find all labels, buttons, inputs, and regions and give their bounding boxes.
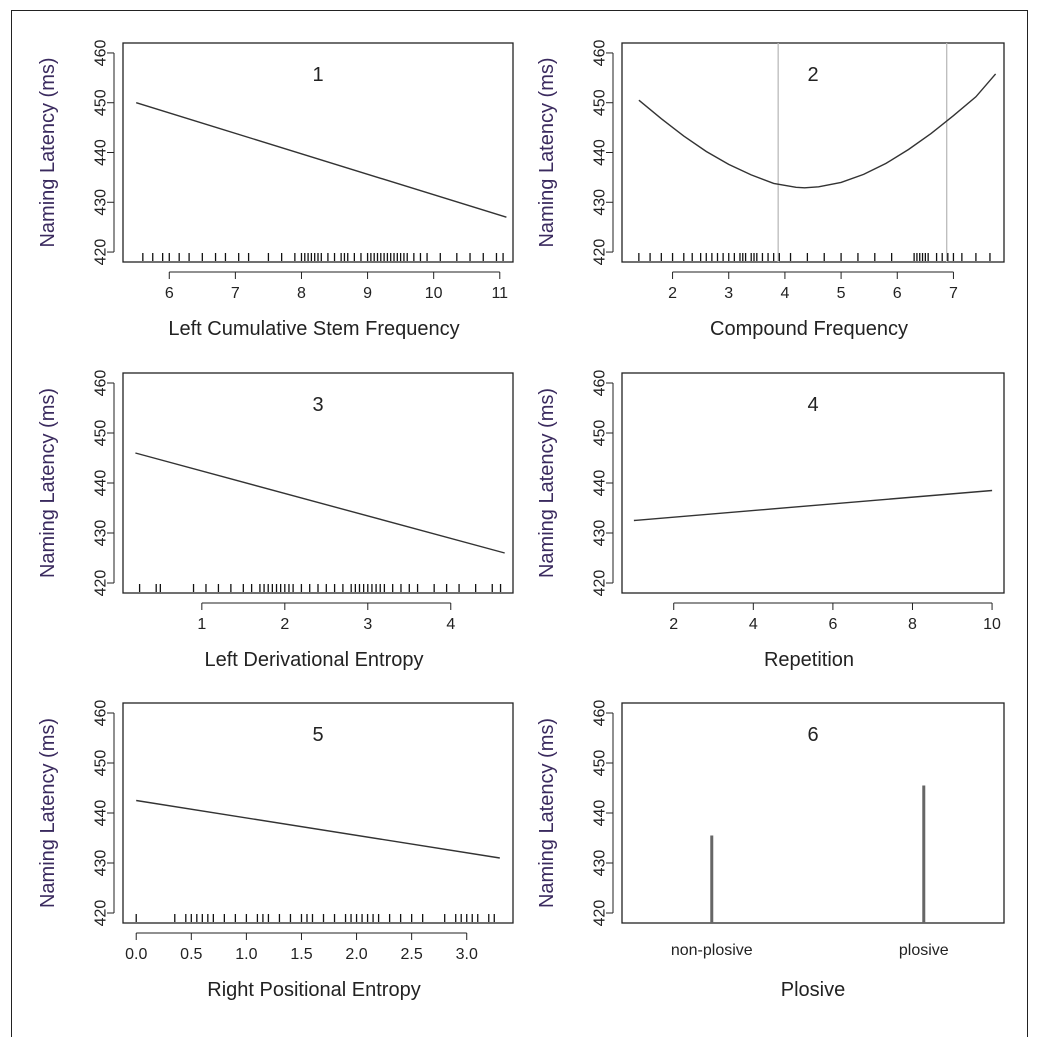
plot-box bbox=[122, 372, 514, 594]
plot-box bbox=[621, 372, 1005, 594]
y-tick-label: 420 bbox=[592, 900, 609, 927]
y-tick-label: 430 bbox=[592, 189, 609, 216]
series-line bbox=[136, 799, 500, 859]
y-tick-label: 450 bbox=[592, 89, 609, 116]
y-tick-label: 460 bbox=[93, 40, 110, 67]
x-tick-label: 10 bbox=[983, 616, 1001, 633]
x-category-label: plosive bbox=[899, 942, 949, 959]
x-tick-label: 2.5 bbox=[401, 946, 423, 963]
panel-number: 5 bbox=[312, 724, 323, 746]
plot-box bbox=[122, 42, 514, 263]
series-line bbox=[638, 73, 997, 189]
figure-frame bbox=[11, 10, 1028, 1037]
y-tick-label: 450 bbox=[93, 89, 110, 116]
y-tick-label: 450 bbox=[592, 420, 609, 447]
y-tick-label: 440 bbox=[93, 139, 110, 166]
y-tick-label: 440 bbox=[93, 800, 110, 827]
x-tick-label: 1.5 bbox=[290, 946, 312, 963]
x-tick-label: 1.0 bbox=[235, 946, 257, 963]
x-tick-label: 5 bbox=[837, 285, 846, 302]
x-tick-label: 3.0 bbox=[456, 946, 478, 963]
x-tick-label: 7 bbox=[231, 285, 240, 302]
y-tick-label: 430 bbox=[592, 850, 609, 877]
x-tick-label: 2 bbox=[669, 616, 678, 633]
y-tick-label: 430 bbox=[93, 189, 110, 216]
panel-number: 6 bbox=[807, 724, 818, 746]
y-axis-label: Naming Latency (ms) bbox=[37, 57, 59, 247]
x-tick-label: 6 bbox=[893, 285, 902, 302]
y-tick-label: 440 bbox=[592, 800, 609, 827]
plot-box bbox=[122, 702, 514, 924]
y-tick-label: 430 bbox=[592, 520, 609, 547]
y-tick-label: 460 bbox=[93, 370, 110, 397]
x-tick-label: 4 bbox=[780, 285, 789, 302]
y-tick-label: 430 bbox=[93, 520, 110, 547]
y-tick-label: 420 bbox=[93, 239, 110, 266]
series-line bbox=[633, 489, 993, 522]
plot-box bbox=[621, 702, 1005, 924]
x-tick-label: 3 bbox=[363, 616, 372, 633]
x-category-label: non-plosive bbox=[671, 942, 753, 959]
series-line bbox=[135, 102, 507, 218]
x-tick-label: 4 bbox=[749, 616, 758, 633]
panel-1: 420 430 440 450 460 Naming Latency (ms) 6 7 8 9 10… bbox=[37, 40, 514, 340]
y-tick-label: 450 bbox=[592, 750, 609, 777]
series-line bbox=[135, 452, 505, 554]
y-tick-label: 440 bbox=[592, 470, 609, 497]
x-tick-label: 0.5 bbox=[180, 946, 202, 963]
y-axis-label: Naming Latency (ms) bbox=[37, 718, 59, 908]
x-tick-label: 7 bbox=[949, 285, 958, 302]
panel-6: 420 430 440 450 460 Naming Latency (ms) non-pl… bbox=[536, 700, 1005, 1001]
plot-box bbox=[621, 42, 1005, 263]
y-tick-label: 420 bbox=[592, 239, 609, 266]
y-tick-label: 450 bbox=[93, 750, 110, 777]
x-axis-label: Left Derivational Entropy bbox=[204, 649, 423, 671]
y-tick-label: 440 bbox=[93, 470, 110, 497]
x-tick-label: 8 bbox=[297, 285, 306, 302]
y-tick-label: 460 bbox=[592, 370, 609, 397]
x-tick-label: 11 bbox=[491, 285, 508, 302]
y-tick-label: 420 bbox=[93, 900, 110, 927]
y-tick-label: 420 bbox=[592, 570, 609, 597]
y-tick-label: 450 bbox=[93, 420, 110, 447]
x-axis-label: Compound Frequency bbox=[710, 318, 908, 340]
x-tick-label: 2 bbox=[280, 616, 289, 633]
y-axis-label: Naming Latency (ms) bbox=[37, 388, 59, 578]
panel-2: 420 430 440 450 460 Naming Latency (ms) 2 3 4 5 6 7… bbox=[536, 40, 1005, 340]
x-tick-label: 10 bbox=[425, 285, 443, 302]
y-tick-label: 460 bbox=[592, 40, 609, 67]
panel-3: 420 430 440 450 460 Naming Latency (ms) 1 2 3 4 Le… bbox=[37, 370, 514, 671]
y-tick-label: 440 bbox=[592, 139, 609, 166]
x-axis-label: Repetition bbox=[764, 649, 854, 671]
x-tick-label: 1 bbox=[197, 616, 206, 633]
panel-number: 3 bbox=[312, 394, 323, 416]
y-tick-label: 420 bbox=[93, 570, 110, 597]
x-axis-label: Right Positional Entropy bbox=[207, 979, 420, 1001]
y-tick-label: 460 bbox=[93, 700, 110, 727]
y-tick-label: 460 bbox=[592, 700, 609, 727]
x-axis-label: Left Cumulative Stem Frequency bbox=[168, 318, 459, 340]
x-axis-label: Plosive bbox=[781, 979, 845, 1001]
x-tick-label: 9 bbox=[363, 285, 372, 302]
panel-4: 420 430 440 450 460 Naming Latency (ms) 2 4 6 8 10… bbox=[536, 370, 1005, 671]
x-tick-label: 8 bbox=[908, 616, 917, 633]
x-tick-label: 6 bbox=[828, 616, 837, 633]
panel-number: 4 bbox=[807, 394, 818, 416]
x-tick-label: 2.0 bbox=[345, 946, 367, 963]
panel-5: 420 430 440 450 460 Naming Latency (ms) 0.0 0.5… bbox=[37, 700, 514, 1001]
x-tick-label: 6 bbox=[165, 285, 174, 302]
y-tick-label: 430 bbox=[93, 850, 110, 877]
y-axis-label: Naming Latency (ms) bbox=[536, 718, 558, 908]
x-tick-label: 0.0 bbox=[125, 946, 147, 963]
y-axis-label: Naming Latency (ms) bbox=[536, 57, 558, 247]
y-axis-label: Naming Latency (ms) bbox=[536, 388, 558, 578]
x-tick-label: 3 bbox=[724, 285, 733, 302]
panel-number: 1 bbox=[312, 64, 323, 86]
x-tick-label: 4 bbox=[446, 616, 455, 633]
x-tick-label: 2 bbox=[668, 285, 677, 302]
panel-number: 2 bbox=[807, 64, 818, 86]
